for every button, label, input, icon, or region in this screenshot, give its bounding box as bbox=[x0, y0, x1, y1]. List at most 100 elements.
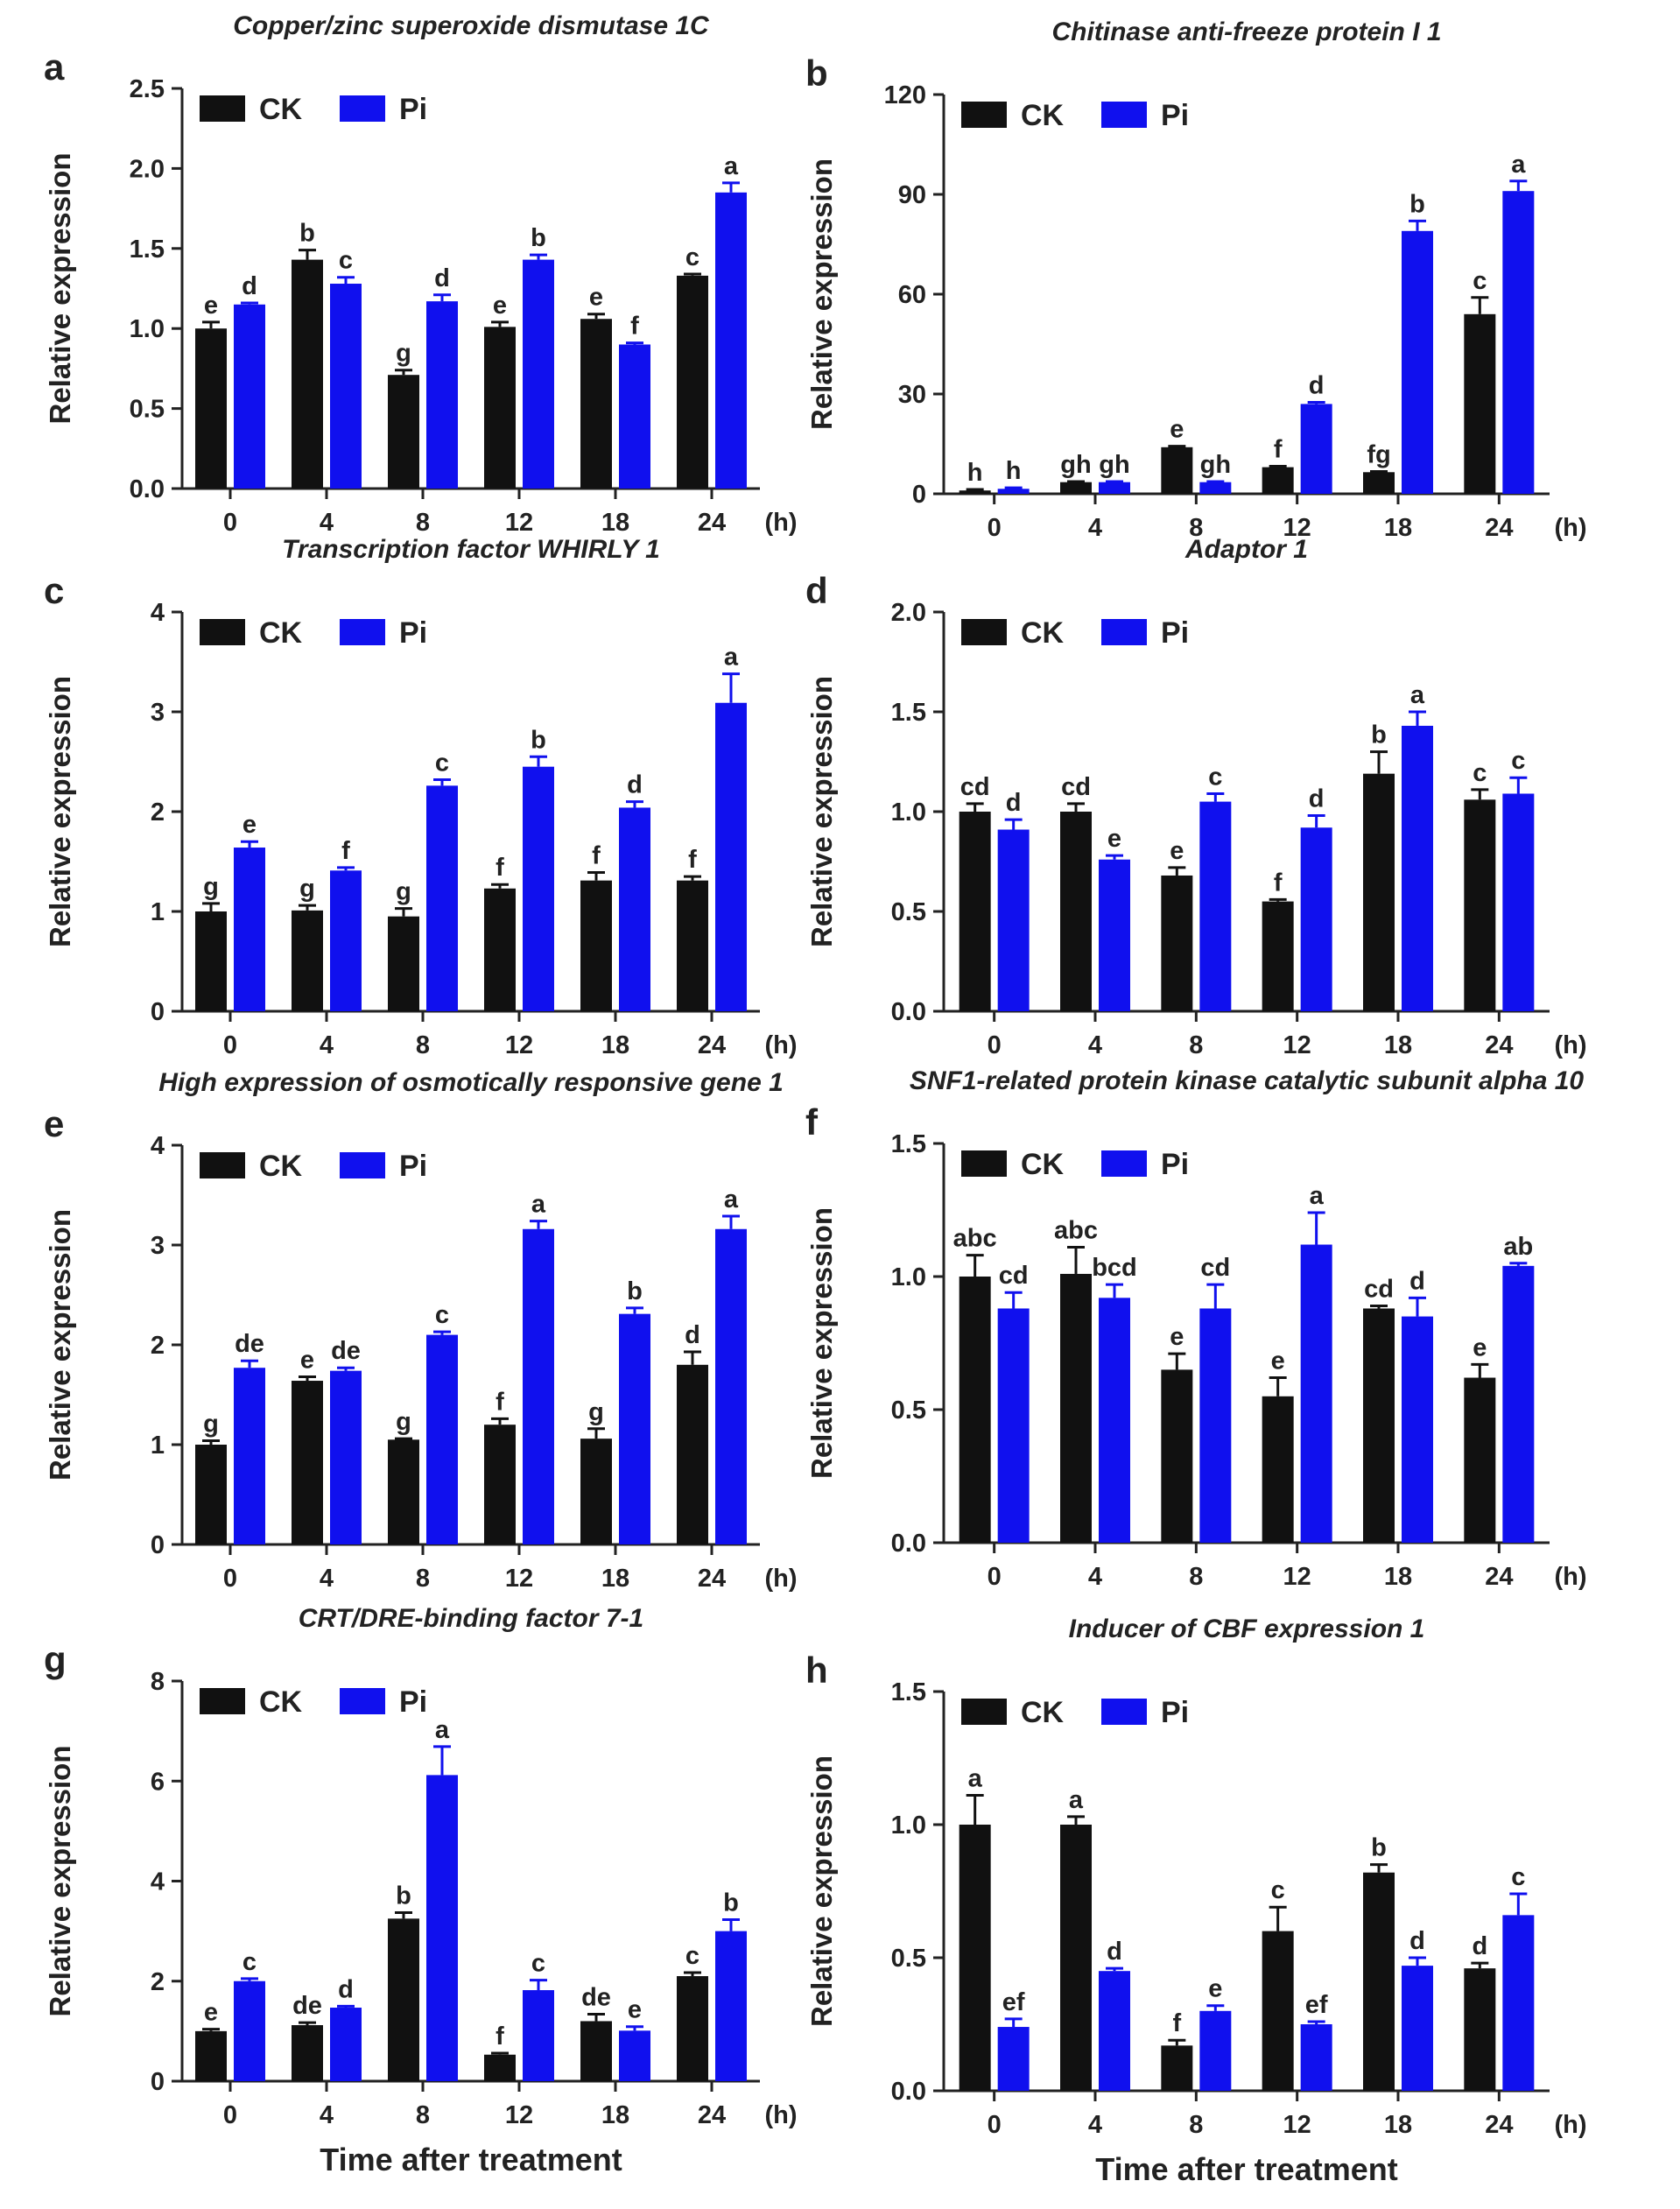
x-tick-label: 24 bbox=[1485, 1563, 1513, 1591]
significance-letter: c bbox=[435, 749, 449, 777]
legend-label-ck: CK bbox=[259, 93, 303, 126]
x-tick-label: 8 bbox=[416, 1031, 430, 1059]
bar-ck bbox=[1363, 1872, 1395, 2091]
bar-ck bbox=[195, 1445, 227, 1544]
significance-letter: f bbox=[1172, 2009, 1181, 2037]
y-tick-label: 4 bbox=[151, 1868, 165, 1896]
x-tick-label: 12 bbox=[1283, 1563, 1311, 1591]
significance-letter: c bbox=[685, 1942, 699, 1970]
x-tick-label: 0 bbox=[223, 1565, 237, 1593]
significance-letter: c bbox=[1473, 267, 1487, 295]
bar-ck bbox=[959, 1825, 991, 2091]
y-tick-label: 1.0 bbox=[891, 1263, 926, 1291]
x-tick-label: 12 bbox=[505, 509, 533, 537]
bar-ck bbox=[959, 812, 991, 1011]
y-tick-label: 2.5 bbox=[130, 75, 165, 103]
x-unit-label: (h) bbox=[1554, 1031, 1586, 1059]
legend-swatch-pi bbox=[1101, 1150, 1147, 1177]
y-tick-label: 120 bbox=[884, 81, 926, 109]
significance-letter: a bbox=[1511, 151, 1526, 179]
significance-letter: a bbox=[724, 1185, 739, 1214]
bar-pi bbox=[1199, 2010, 1232, 2091]
legend-swatch-ck bbox=[961, 1699, 1007, 1725]
y-tick-label: 1.5 bbox=[130, 236, 165, 264]
y-tick-label: 2.0 bbox=[891, 599, 926, 627]
significance-letter: a bbox=[724, 644, 739, 672]
significance-letter: d bbox=[1472, 1932, 1487, 1960]
significance-letter: gh bbox=[1060, 451, 1091, 479]
y-tick-label: 0 bbox=[151, 1531, 165, 1559]
bar-pi bbox=[619, 807, 650, 1011]
significance-letter: ef bbox=[1002, 1988, 1025, 2016]
bar-ck bbox=[1262, 1396, 1294, 1543]
y-tick-label: 2 bbox=[151, 1968, 165, 1996]
y-tick-label: 0 bbox=[151, 998, 165, 1026]
significance-letter: d bbox=[242, 272, 257, 300]
legend-swatch-ck bbox=[200, 1152, 245, 1178]
significance-letter: a bbox=[724, 152, 739, 180]
x-tick-label: 18 bbox=[1384, 2111, 1412, 2139]
y-tick-label: 90 bbox=[898, 181, 926, 209]
bar-ck bbox=[388, 1439, 419, 1544]
x-tick-label: 12 bbox=[1283, 2111, 1311, 2139]
x-unit-label: (h) bbox=[1554, 514, 1586, 542]
bar-ck bbox=[1060, 1273, 1092, 1543]
significance-letter: b bbox=[299, 220, 315, 248]
significance-letter: g bbox=[396, 1408, 411, 1436]
y-tick-label: 1.0 bbox=[891, 798, 926, 827]
bar-ck bbox=[1464, 313, 1496, 494]
bar-pi bbox=[1300, 2024, 1332, 2091]
legend-label-pi: Pi bbox=[1161, 1696, 1189, 1729]
y-tick-label: 1 bbox=[151, 898, 165, 926]
x-unit-label: (h) bbox=[764, 1031, 797, 1059]
y-tick-label: 4 bbox=[151, 1132, 165, 1160]
significance-letter: bcd bbox=[1092, 1254, 1137, 1282]
legend-label-ck: CK bbox=[1021, 1148, 1065, 1181]
significance-letter: c bbox=[685, 243, 699, 271]
bar-ck bbox=[195, 2030, 227, 2081]
panel-g: CRT/DRE-binding factor 7-1g02468Relative… bbox=[44, 1604, 798, 2177]
x-tick-label: 0 bbox=[988, 514, 1002, 542]
bar-ck bbox=[388, 375, 419, 489]
bar-pi bbox=[426, 1775, 458, 2081]
bar-pi bbox=[426, 301, 458, 489]
x-tick-label: 24 bbox=[698, 1565, 726, 1593]
significance-letter: abc bbox=[953, 1225, 997, 1253]
bar-ck bbox=[195, 911, 227, 1011]
bar-ck bbox=[1464, 1968, 1496, 2091]
significance-letter: cd bbox=[1364, 1275, 1394, 1303]
bar-pi bbox=[997, 1308, 1030, 1543]
significance-letter: ef bbox=[1305, 1991, 1328, 2019]
x-tick-label: 8 bbox=[416, 2101, 430, 2129]
y-tick-label: 0.5 bbox=[891, 898, 926, 926]
significance-letter: f bbox=[341, 837, 350, 865]
significance-letter: d bbox=[1309, 372, 1325, 400]
bar-ck bbox=[1363, 773, 1395, 1011]
significance-letter: e bbox=[204, 292, 218, 320]
significance-letter: d bbox=[1409, 1927, 1425, 1955]
x-tick-label: 8 bbox=[416, 1565, 430, 1593]
y-axis-title: Relative expression bbox=[805, 1207, 838, 1479]
y-axis-title: Relative expression bbox=[805, 158, 838, 430]
significance-letter: a bbox=[968, 1765, 983, 1793]
bar-ck bbox=[484, 327, 516, 489]
x-tick-label: 12 bbox=[505, 1031, 533, 1059]
x-tick-label: 12 bbox=[505, 2101, 533, 2129]
bar-ck bbox=[677, 880, 708, 1011]
significance-letter: ab bbox=[1503, 1233, 1533, 1261]
significance-letter: g bbox=[588, 1398, 604, 1426]
legend-swatch-ck bbox=[961, 619, 1007, 645]
bar-pi bbox=[1402, 1316, 1433, 1543]
y-tick-label: 2.0 bbox=[130, 155, 165, 183]
x-tick-label: 4 bbox=[320, 1565, 334, 1593]
significance-letter: c bbox=[1473, 759, 1487, 787]
y-tick-label: 1.0 bbox=[891, 1812, 926, 1840]
legend-label-pi: Pi bbox=[399, 616, 427, 650]
significance-letter: c bbox=[435, 1301, 449, 1329]
bar-pi bbox=[1402, 1966, 1433, 2091]
bar-pi bbox=[330, 1370, 362, 1544]
significance-letter: b bbox=[1409, 190, 1425, 218]
bar-pi bbox=[1099, 859, 1130, 1011]
bar-pi bbox=[1099, 482, 1130, 494]
significance-letter: g bbox=[299, 875, 315, 903]
